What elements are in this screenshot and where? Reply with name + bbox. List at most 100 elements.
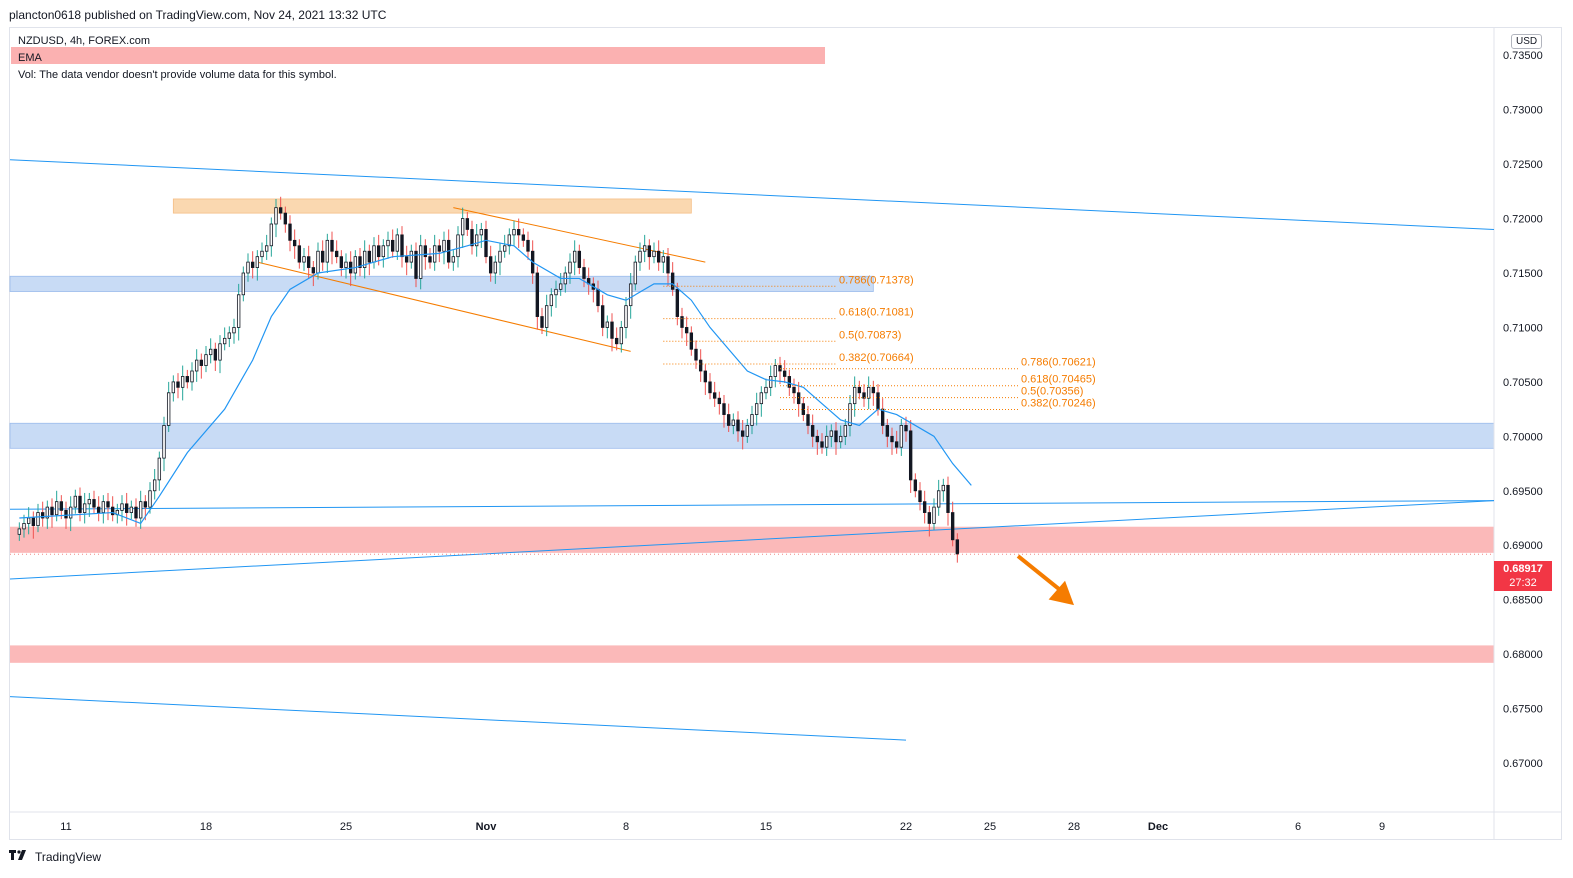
candle-body <box>176 381 180 388</box>
candle-body <box>624 305 628 328</box>
candle-body <box>465 218 470 230</box>
candle-body <box>521 234 526 241</box>
candle-body <box>866 386 871 399</box>
candle-body <box>946 484 950 513</box>
x-tick-label: Nov <box>476 821 498 833</box>
candle-body <box>250 261 255 268</box>
candle-body <box>633 261 638 285</box>
blue-trendline <box>9 500 1495 510</box>
candle-body <box>764 386 768 394</box>
y-tick-label: 0.68500 <box>1503 595 1543 607</box>
candle-body <box>222 337 227 345</box>
candle-body <box>92 499 96 508</box>
candle-body <box>787 376 792 388</box>
currency-label[interactable]: USD <box>1511 34 1543 49</box>
candle-body <box>381 245 386 258</box>
candle-body <box>59 501 64 511</box>
candle-body <box>815 435 820 443</box>
candle-body <box>386 239 390 247</box>
candle-body <box>810 425 815 437</box>
candle-body <box>507 234 512 247</box>
fib-level-label: 0.382(0.70664) <box>839 352 914 364</box>
bearish-arrow-head <box>1048 580 1074 606</box>
candle-body <box>614 337 619 345</box>
candle-body <box>199 359 204 366</box>
candle-body <box>824 435 829 448</box>
candle-body <box>894 441 899 448</box>
symbol-legend[interactable]: NZDUSD, 4h, FOREX.com <box>18 35 151 47</box>
candle-body <box>647 245 652 258</box>
x-tick-label: 15 <box>760 821 772 833</box>
candle-body <box>246 261 250 274</box>
candle-body <box>708 381 712 394</box>
candle-body <box>255 256 260 268</box>
candle-body <box>138 501 143 519</box>
candle-body <box>241 272 246 296</box>
red-zone <box>10 645 1494 663</box>
orange-zone <box>172 198 692 214</box>
y-tick-label: 0.70500 <box>1503 377 1543 389</box>
candle-body <box>512 229 516 236</box>
ema-line <box>19 239 972 525</box>
candle-body <box>474 234 479 247</box>
blue-trendline <box>9 500 1495 580</box>
candle-body <box>549 294 554 307</box>
candle-body <box>362 250 367 268</box>
candle-body <box>610 321 614 339</box>
x-tick-label: 25 <box>984 821 996 833</box>
candle-body <box>185 376 190 383</box>
candle-body <box>306 256 311 268</box>
candle-body <box>409 250 414 263</box>
candle-body <box>656 250 661 263</box>
candle-body <box>316 250 320 274</box>
candle-body <box>418 245 423 279</box>
candle-body <box>302 256 306 263</box>
chart-frame <box>9 27 1562 840</box>
candle-body <box>50 506 54 516</box>
candle-body <box>876 392 880 410</box>
candle-body <box>829 430 834 437</box>
y-tick-label: 0.70000 <box>1503 431 1543 443</box>
candle-body <box>428 256 432 263</box>
bearish-arrow-shaft <box>1016 554 1066 595</box>
candle-body <box>213 348 218 361</box>
candle-body <box>652 250 656 258</box>
candle-body <box>670 272 675 290</box>
candle-body <box>54 501 59 516</box>
candle-body <box>152 479 157 492</box>
candle-body <box>110 506 115 516</box>
candle-body <box>885 425 890 437</box>
candle-body <box>638 250 642 263</box>
candle-body <box>740 430 745 437</box>
fib-level-label: 0.786(0.70621) <box>1021 357 1096 369</box>
tradingview-footer[interactable]: TradingView <box>9 849 101 864</box>
candle-body <box>736 419 740 432</box>
candle-body <box>932 506 936 524</box>
candle-body <box>194 359 199 372</box>
candle-body <box>171 381 176 394</box>
candle-body <box>26 517 31 524</box>
candle-body <box>820 441 824 448</box>
candle-body <box>918 490 922 503</box>
candle-body <box>157 457 162 481</box>
volume-legend: Vol: The data vendor doesn't provide vol… <box>18 69 337 81</box>
candle-body <box>792 386 796 394</box>
candle-body <box>166 392 171 426</box>
candle-body <box>451 256 456 263</box>
x-tick-label: 25 <box>340 821 352 833</box>
candle-body <box>904 425 908 432</box>
ema-legend[interactable]: EMA <box>18 52 42 64</box>
candle-body <box>745 425 750 437</box>
candle-body <box>143 501 148 508</box>
candle-body <box>488 256 493 274</box>
footer-brand: TradingView <box>35 849 102 864</box>
fib-level-label: 0.618(0.71081) <box>839 307 914 319</box>
candle-body <box>722 403 726 415</box>
candle-body <box>227 332 232 339</box>
publication-header: plancton0618 published on TradingView.co… <box>9 8 387 22</box>
candle-body <box>292 239 297 247</box>
x-tick-label: 8 <box>623 821 629 833</box>
candle-body <box>442 239 446 252</box>
candle-body <box>120 503 124 511</box>
